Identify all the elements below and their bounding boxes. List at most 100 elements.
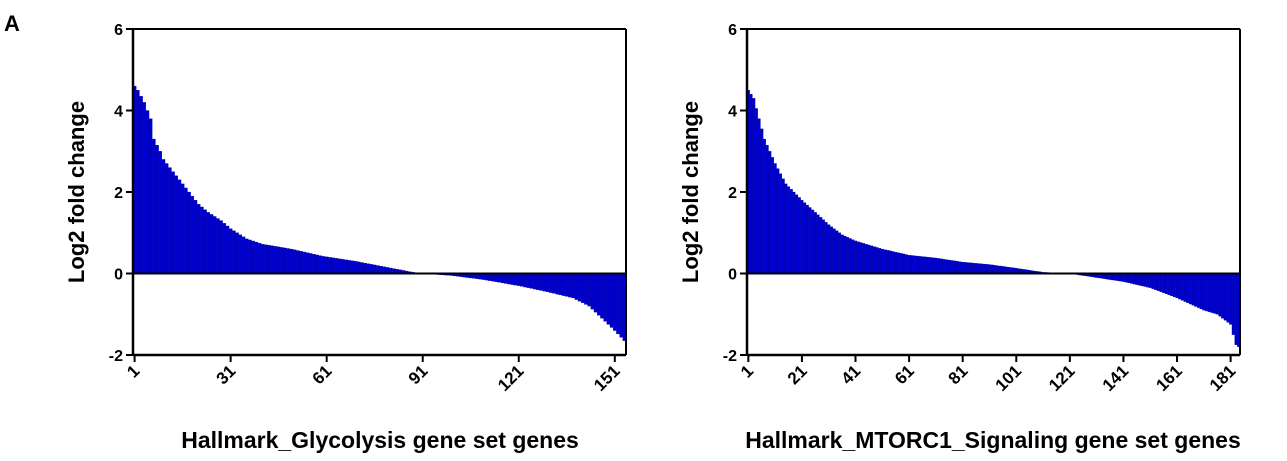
bar xyxy=(1156,273,1160,291)
bar xyxy=(513,273,518,286)
y-tick-label: -2 xyxy=(109,348,123,365)
x-tick-label: 181 xyxy=(1206,361,1239,394)
bar xyxy=(501,273,505,284)
bar xyxy=(1116,273,1120,281)
bar xyxy=(526,273,531,288)
bar xyxy=(958,261,962,274)
bar xyxy=(752,98,756,274)
bar xyxy=(754,108,758,274)
bar xyxy=(549,273,553,293)
bar xyxy=(950,260,954,274)
bar xyxy=(529,273,534,289)
bar xyxy=(212,216,217,274)
bar xyxy=(1138,273,1142,286)
bar xyxy=(533,273,537,290)
y-tick-label: 2 xyxy=(114,185,123,202)
bar xyxy=(1001,266,1005,274)
bar xyxy=(273,246,278,274)
bar xyxy=(947,259,951,274)
bar xyxy=(902,253,906,274)
bar xyxy=(283,247,287,274)
bar xyxy=(1205,273,1209,312)
bar xyxy=(770,157,774,274)
y-tick-label: 6 xyxy=(114,22,123,39)
bar xyxy=(177,179,182,274)
bar xyxy=(497,273,502,283)
bar xyxy=(851,239,855,274)
bar xyxy=(899,253,903,274)
bar xyxy=(590,273,595,310)
bar xyxy=(784,183,788,274)
bar xyxy=(894,251,898,274)
bar xyxy=(1221,273,1225,319)
bar xyxy=(846,237,849,274)
bar xyxy=(571,273,575,299)
bar xyxy=(257,242,262,274)
bar xyxy=(603,273,607,322)
y-tick-label: -2 xyxy=(723,348,737,365)
bar xyxy=(886,250,890,274)
bar xyxy=(1119,273,1123,282)
bar xyxy=(491,273,495,282)
bar xyxy=(270,245,275,274)
bar xyxy=(1121,273,1125,282)
bar xyxy=(931,257,935,274)
bar xyxy=(587,273,591,307)
bar xyxy=(985,264,989,274)
bar xyxy=(762,138,766,274)
bar xyxy=(203,209,207,274)
bar xyxy=(366,263,371,274)
bar xyxy=(305,252,310,274)
bar xyxy=(552,273,556,294)
x-tick-label: 61 xyxy=(891,361,918,388)
bar xyxy=(1175,273,1179,299)
bar xyxy=(789,189,793,274)
bar xyxy=(558,273,563,296)
bar xyxy=(872,246,876,274)
bar xyxy=(760,128,764,274)
bar xyxy=(613,273,617,331)
bar xyxy=(225,225,230,274)
bar xyxy=(328,257,332,274)
bar xyxy=(795,194,799,274)
bar xyxy=(302,251,307,274)
bar xyxy=(193,200,198,274)
bar xyxy=(1234,273,1238,345)
bar xyxy=(864,244,868,274)
bar xyxy=(184,187,188,274)
bar xyxy=(1180,273,1184,301)
bar xyxy=(953,260,957,274)
bar xyxy=(1226,273,1230,323)
bar xyxy=(1004,266,1008,274)
bar xyxy=(251,240,255,274)
bar xyxy=(1146,273,1150,288)
bar xyxy=(292,249,297,274)
bar xyxy=(216,218,220,274)
bar xyxy=(1113,273,1117,281)
bar-series xyxy=(746,90,1241,347)
bar xyxy=(821,219,825,274)
bar xyxy=(808,207,812,274)
bar xyxy=(187,191,191,274)
bar-series xyxy=(132,85,627,341)
bar xyxy=(1202,273,1206,311)
bar xyxy=(1164,273,1168,295)
bar xyxy=(1162,273,1166,293)
bar xyxy=(1194,273,1198,307)
x-tick-label: 1 xyxy=(123,361,143,381)
bar xyxy=(934,257,938,274)
bar xyxy=(616,273,620,335)
bar xyxy=(787,186,791,274)
x-tick-label: 81 xyxy=(945,361,972,388)
bar xyxy=(880,248,884,274)
bar xyxy=(921,256,925,274)
bar xyxy=(264,244,268,274)
bar xyxy=(781,178,785,274)
bar xyxy=(334,258,339,274)
bar xyxy=(1229,273,1233,325)
bar xyxy=(574,273,579,300)
bar xyxy=(561,273,566,296)
x-tick-label: 161 xyxy=(1152,361,1185,394)
bar xyxy=(862,243,866,274)
